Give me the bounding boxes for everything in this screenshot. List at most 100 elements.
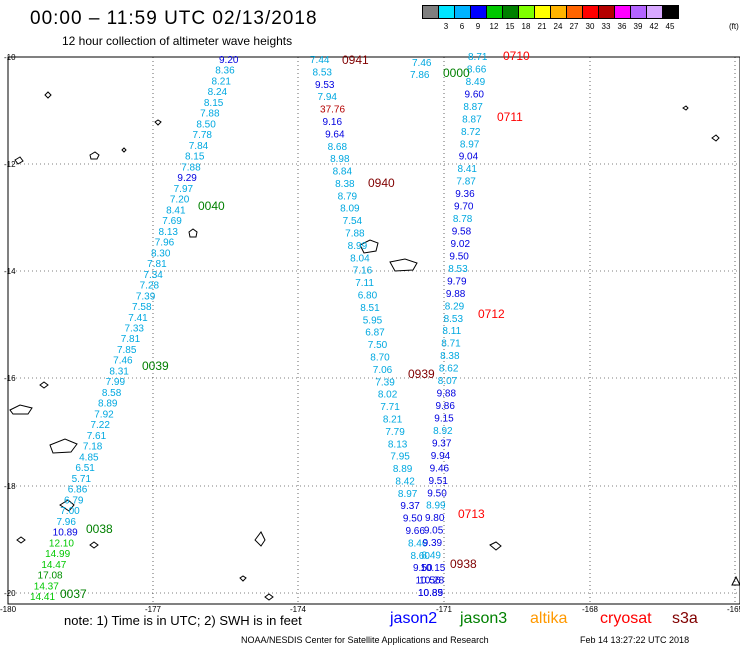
timestamp: Feb 14 13:27:22 UTC 2018: [580, 635, 690, 645]
island-outline: [49, 438, 78, 454]
wave-height-value: 8.38: [335, 179, 355, 190]
island-outline: [239, 575, 247, 582]
lat-label: -14: [4, 267, 16, 276]
wave-height-value: 8.31: [109, 366, 129, 377]
wave-height-value: 8.98: [330, 154, 350, 165]
wave-height-value: 8.21: [383, 414, 403, 425]
legend-label: 27: [569, 22, 579, 31]
wave-height-value: 9.50: [413, 563, 433, 574]
wave-height-value: 8.09: [340, 204, 360, 215]
legend-label: 21: [537, 22, 547, 31]
wave-height-value: 9.80: [425, 513, 445, 524]
lon-label: -174: [290, 605, 307, 614]
wave-height-value: 7.39: [375, 377, 395, 388]
island-outline: [188, 228, 198, 238]
track-time-label: 0940: [368, 176, 395, 190]
wave-height-value: 9.60: [465, 89, 485, 100]
legend-label: 33: [601, 22, 611, 31]
wave-height-value: 9.86: [435, 401, 455, 412]
map-grid: -180 -177 -174 -171 -168 -165 -10 -12 -14 -16 -18 -…: [0, 53, 740, 614]
wave-height-value: 8.53: [448, 264, 468, 275]
wave-height-value: 7.92: [94, 409, 114, 420]
wave-height-value: 7.88: [345, 229, 365, 240]
legend-swatches: [422, 5, 679, 19]
satellite-tracks: 9.208.368.218.248.157.888.507.787.848.15…: [30, 52, 488, 603]
wave-height-value: 7.28: [140, 281, 160, 292]
island-outline: [154, 119, 162, 126]
wave-height-value: 7.46: [412, 58, 432, 69]
wave-height-value: 8.15: [204, 98, 224, 109]
wave-height-value: 9.70: [454, 202, 474, 213]
wave-height-value: 8.84: [333, 167, 353, 178]
wave-height-value: 10.85: [418, 588, 443, 599]
wave-height-value: 8.92: [433, 426, 453, 437]
wave-height-value: 17.08: [38, 571, 63, 582]
island-outline: [731, 575, 740, 586]
wave-height-value: 9.53: [315, 80, 335, 91]
wave-height-value: 7.41: [128, 313, 148, 324]
lat-label: -12: [4, 160, 16, 169]
wave-height-value: 9.16: [323, 117, 343, 128]
wave-height-value: 7.97: [174, 184, 194, 195]
island-outline: [89, 151, 100, 160]
track-time-label: 0938: [450, 557, 477, 571]
wave-height-value: 8.02: [378, 390, 398, 401]
sat-legend-altika: altika: [530, 610, 568, 627]
wave-height-value: 14.37: [34, 581, 59, 592]
legend-label: 30: [585, 22, 595, 31]
wave-height-value: 37.76: [320, 105, 345, 116]
legend-label: 12: [489, 22, 499, 31]
island-outline: [682, 105, 689, 111]
wave-height-value: 8.13: [159, 227, 179, 238]
wave-height-value: 8.66: [467, 64, 487, 75]
wave-height-value: 9.50: [427, 488, 447, 499]
track-time-label: 0712: [478, 307, 505, 321]
island-outline: [389, 258, 418, 272]
legend-label: 45: [665, 22, 675, 31]
wave-height-value: 8.97: [460, 139, 480, 150]
lat-label: -18: [4, 482, 16, 491]
wave-height-value: 7.61: [87, 431, 107, 442]
wave-height-value: 9.50: [403, 514, 423, 525]
lon-label: -165: [727, 605, 740, 614]
wave-height-value: 7.54: [343, 216, 363, 227]
wave-height-value: 8.49: [466, 77, 486, 88]
island-outline: [711, 134, 720, 142]
legend-label: 36: [617, 22, 627, 31]
wave-height-value: 9.94: [431, 451, 451, 462]
wave-height-value: 7.34: [143, 270, 163, 281]
wave-height-value: 9.64: [325, 129, 345, 140]
track-time-label: 0039: [142, 359, 169, 373]
page-title: 00:00 – 11:59 UTC 02/13/2018: [30, 8, 318, 29]
wave-height-value: 8.72: [461, 127, 481, 138]
wave-height-value: 8.24: [208, 87, 228, 98]
wave-height-value: 9.88: [446, 289, 466, 300]
sat-legend-s3a: s3a: [672, 610, 698, 627]
lat-label: -16: [4, 374, 16, 383]
wave-height-value: 7.94: [318, 92, 338, 103]
wave-height-value: 10.28: [419, 576, 444, 587]
legend-label: 3: [443, 22, 449, 31]
wave-height-value: 7.50: [368, 340, 388, 351]
wave-height-value: 7.84: [189, 141, 209, 152]
legend-labels: 3 6 9 12 15 18 21 24 27 30 33 36 39 42 45: [422, 22, 740, 32]
credit-text: NOAA/NESDIS Center for Satellite Applica…: [241, 635, 489, 645]
wave-height-value: 9.88: [437, 389, 457, 400]
sat-legend-cryosat: cryosat: [600, 610, 652, 627]
wave-height-value: 7.87: [456, 177, 476, 188]
wave-height-value: 9.66: [405, 526, 425, 537]
wave-height-value: 7.88: [181, 162, 201, 173]
page-subtitle: 12 hour collection of altimeter wave hei…: [62, 34, 293, 48]
wave-height-value: 9.50: [449, 251, 469, 262]
wave-height-value: 9.04: [459, 152, 479, 163]
wave-height-value: 8.04: [350, 253, 370, 264]
wave-height-value: 8.89: [393, 464, 413, 475]
island-outline: [489, 541, 502, 551]
legend-label: 39: [633, 22, 643, 31]
island-outline: [254, 531, 266, 547]
wave-height-value: 7.96: [155, 238, 175, 249]
wave-height-value: 5.95: [363, 315, 383, 326]
wave-height-value: 8.11: [442, 326, 461, 337]
wave-height-value: 8.15: [185, 152, 205, 163]
wave-height-value: 8.99: [348, 241, 368, 252]
